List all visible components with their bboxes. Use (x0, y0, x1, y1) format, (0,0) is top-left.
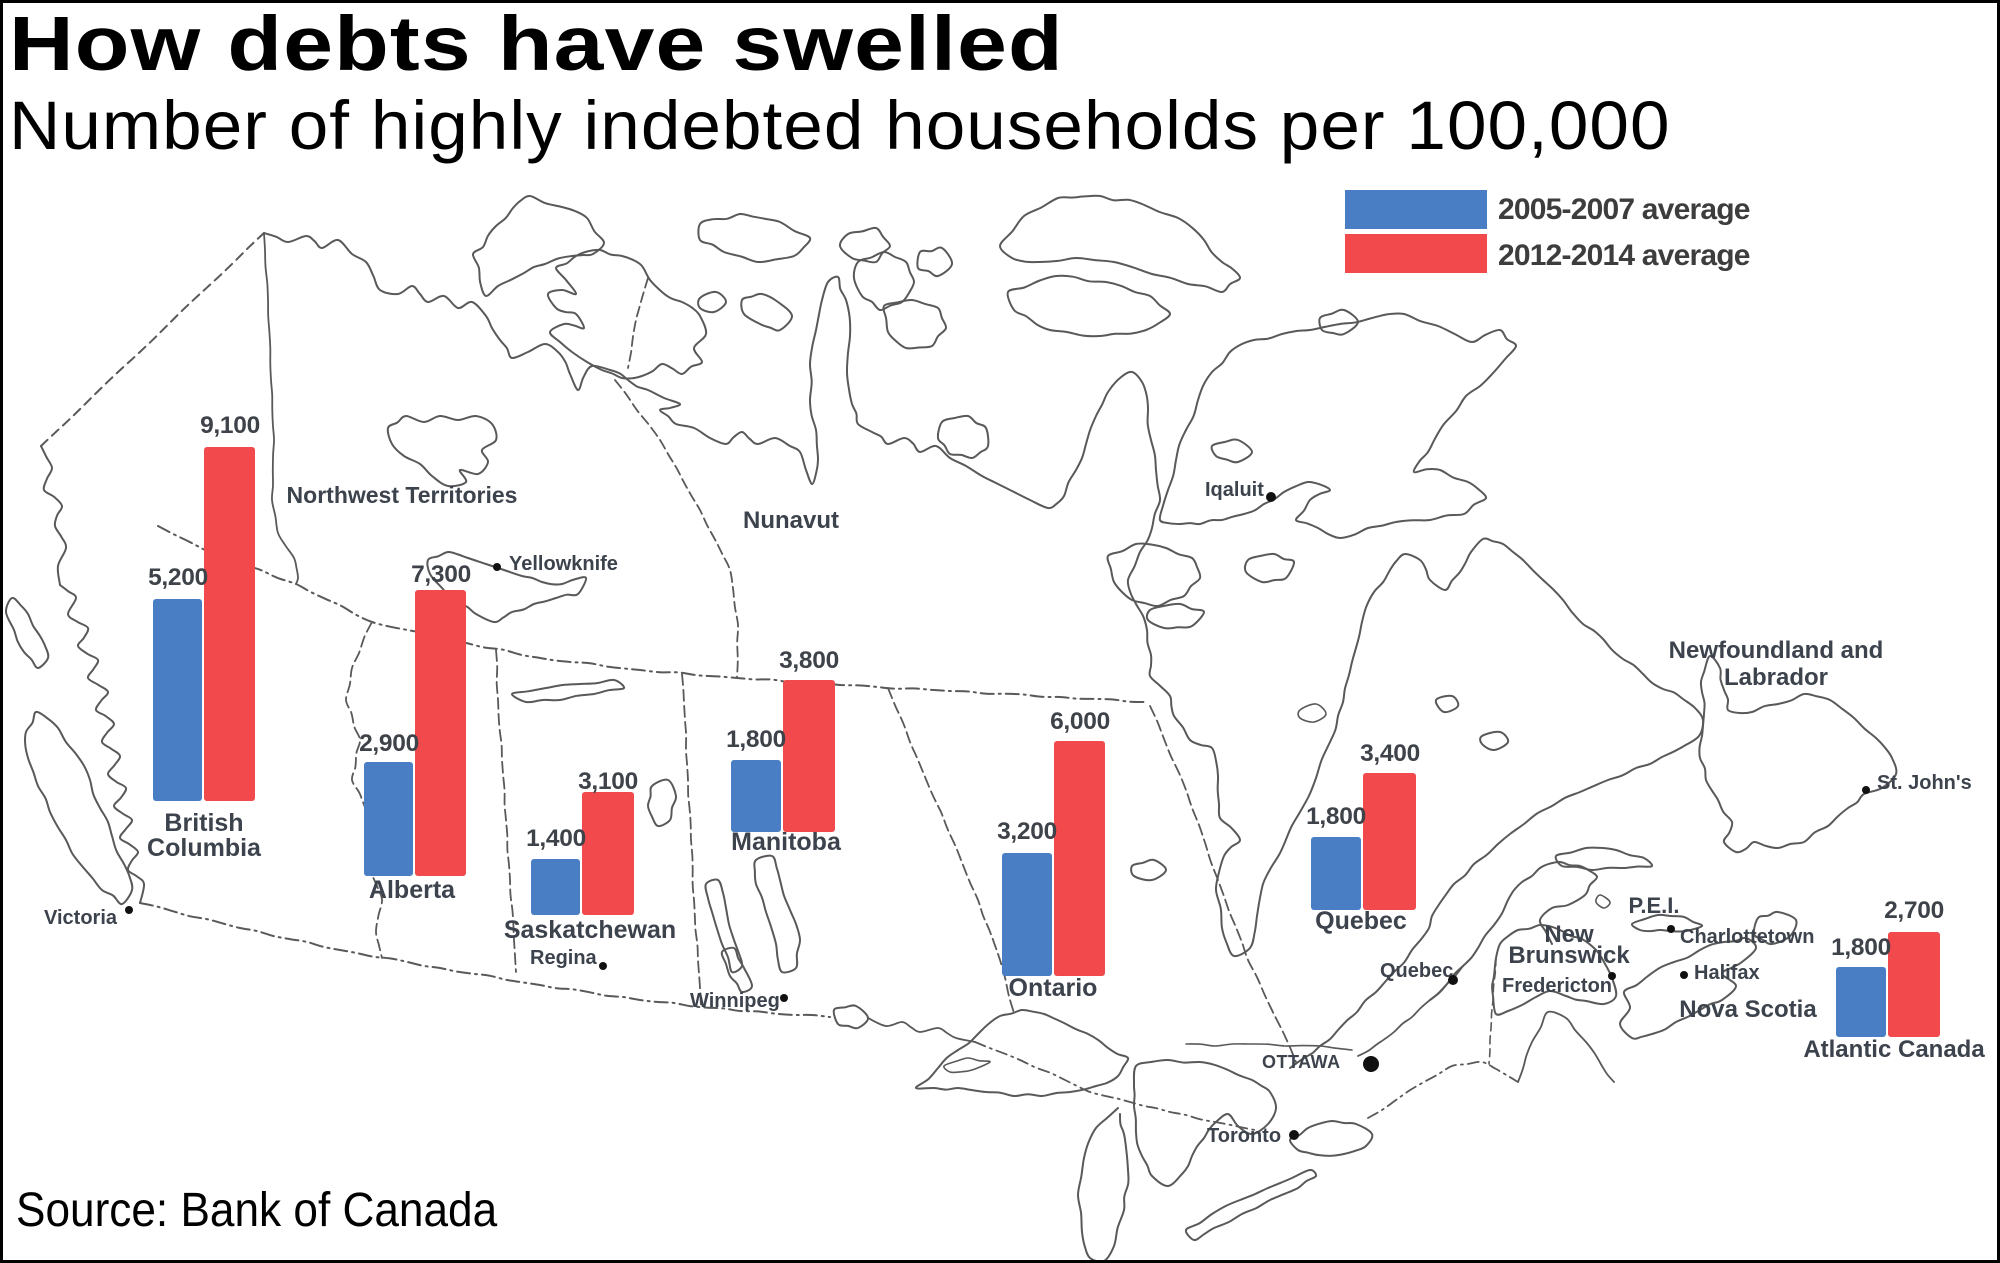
svg-text:Atlantic Canada: Atlantic Canada (1803, 1036, 1985, 1063)
svg-text:7,300: 7,300 (411, 561, 471, 588)
svg-text:Fredericton: Fredericton (1502, 975, 1612, 997)
svg-text:5,200: 5,200 (148, 564, 208, 591)
svg-text:Labrador: Labrador (1724, 664, 1828, 691)
svg-text:Nunavut: Nunavut (743, 507, 839, 534)
svg-text:1,800: 1,800 (1306, 803, 1366, 830)
svg-text:St. John's: St. John's (1877, 772, 1972, 794)
svg-text:Manitoba: Manitoba (731, 828, 842, 856)
svg-text:3,800: 3,800 (779, 647, 839, 674)
svg-text:2,700: 2,700 (1884, 897, 1944, 924)
svg-text:Halifax: Halifax (1694, 962, 1760, 984)
svg-text:9,100: 9,100 (200, 412, 260, 439)
svg-text:1,800: 1,800 (1831, 934, 1891, 961)
svg-text:Columbia: Columbia (147, 834, 262, 862)
svg-text:Nova Scotia: Nova Scotia (1679, 996, 1817, 1023)
svg-text:2005-2007 average: 2005-2007 average (1498, 193, 1750, 226)
svg-text:Quebec: Quebec (1380, 960, 1453, 982)
svg-text:3,400: 3,400 (1360, 740, 1420, 767)
svg-text:New: New (1544, 921, 1594, 948)
svg-text:Charlottetown: Charlottetown (1680, 926, 1814, 948)
svg-text:Ontario: Ontario (1009, 974, 1098, 1002)
svg-text:3,100: 3,100 (578, 768, 638, 795)
svg-text:OTTAWA: OTTAWA (1262, 1052, 1341, 1072)
svg-text:Brunswick: Brunswick (1508, 942, 1630, 969)
svg-text:Regina: Regina (530, 947, 598, 969)
svg-text:Victoria: Victoria (44, 907, 118, 929)
svg-text:Toronto: Toronto (1207, 1125, 1281, 1147)
svg-text:P.E.I.: P.E.I. (1629, 893, 1680, 918)
svg-text:Newfoundland and: Newfoundland and (1669, 637, 1884, 664)
svg-text:1,400: 1,400 (526, 825, 586, 852)
svg-text:1,800: 1,800 (726, 726, 786, 753)
svg-text:3,200: 3,200 (997, 818, 1057, 845)
svg-text:Iqaluit: Iqaluit (1205, 479, 1264, 501)
svg-text:Northwest Territories: Northwest Territories (287, 482, 518, 508)
svg-text:2,900: 2,900 (359, 730, 419, 757)
svg-text:Quebec: Quebec (1315, 907, 1407, 935)
svg-text:Saskatchewan: Saskatchewan (504, 916, 676, 944)
svg-text:Winnipeg: Winnipeg (690, 990, 780, 1012)
svg-text:Yellowknife: Yellowknife (509, 553, 618, 575)
svg-text:Alberta: Alberta (369, 876, 456, 904)
svg-text:2012-2014 average: 2012-2014 average (1498, 239, 1750, 272)
svg-text:6,000: 6,000 (1050, 708, 1110, 735)
svg-text:British: British (164, 809, 243, 837)
